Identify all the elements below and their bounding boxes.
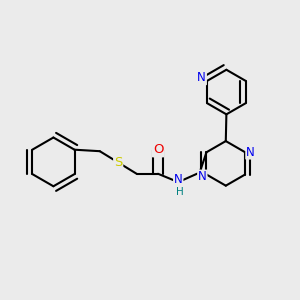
Text: S: S xyxy=(114,156,122,169)
Text: H: H xyxy=(176,187,183,197)
Text: N: N xyxy=(198,170,207,183)
Text: N: N xyxy=(174,173,183,186)
Text: N: N xyxy=(197,71,206,84)
Text: N: N xyxy=(246,146,255,159)
Text: O: O xyxy=(153,143,163,157)
